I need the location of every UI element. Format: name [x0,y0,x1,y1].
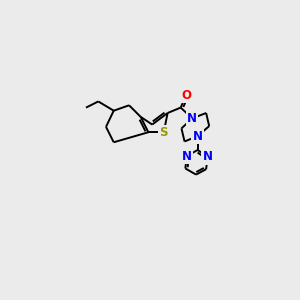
Text: S: S [160,126,168,139]
Text: N: N [193,130,202,142]
Text: N: N [182,150,192,163]
Text: N: N [203,150,213,164]
Text: N: N [187,112,197,125]
Text: O: O [181,89,191,102]
